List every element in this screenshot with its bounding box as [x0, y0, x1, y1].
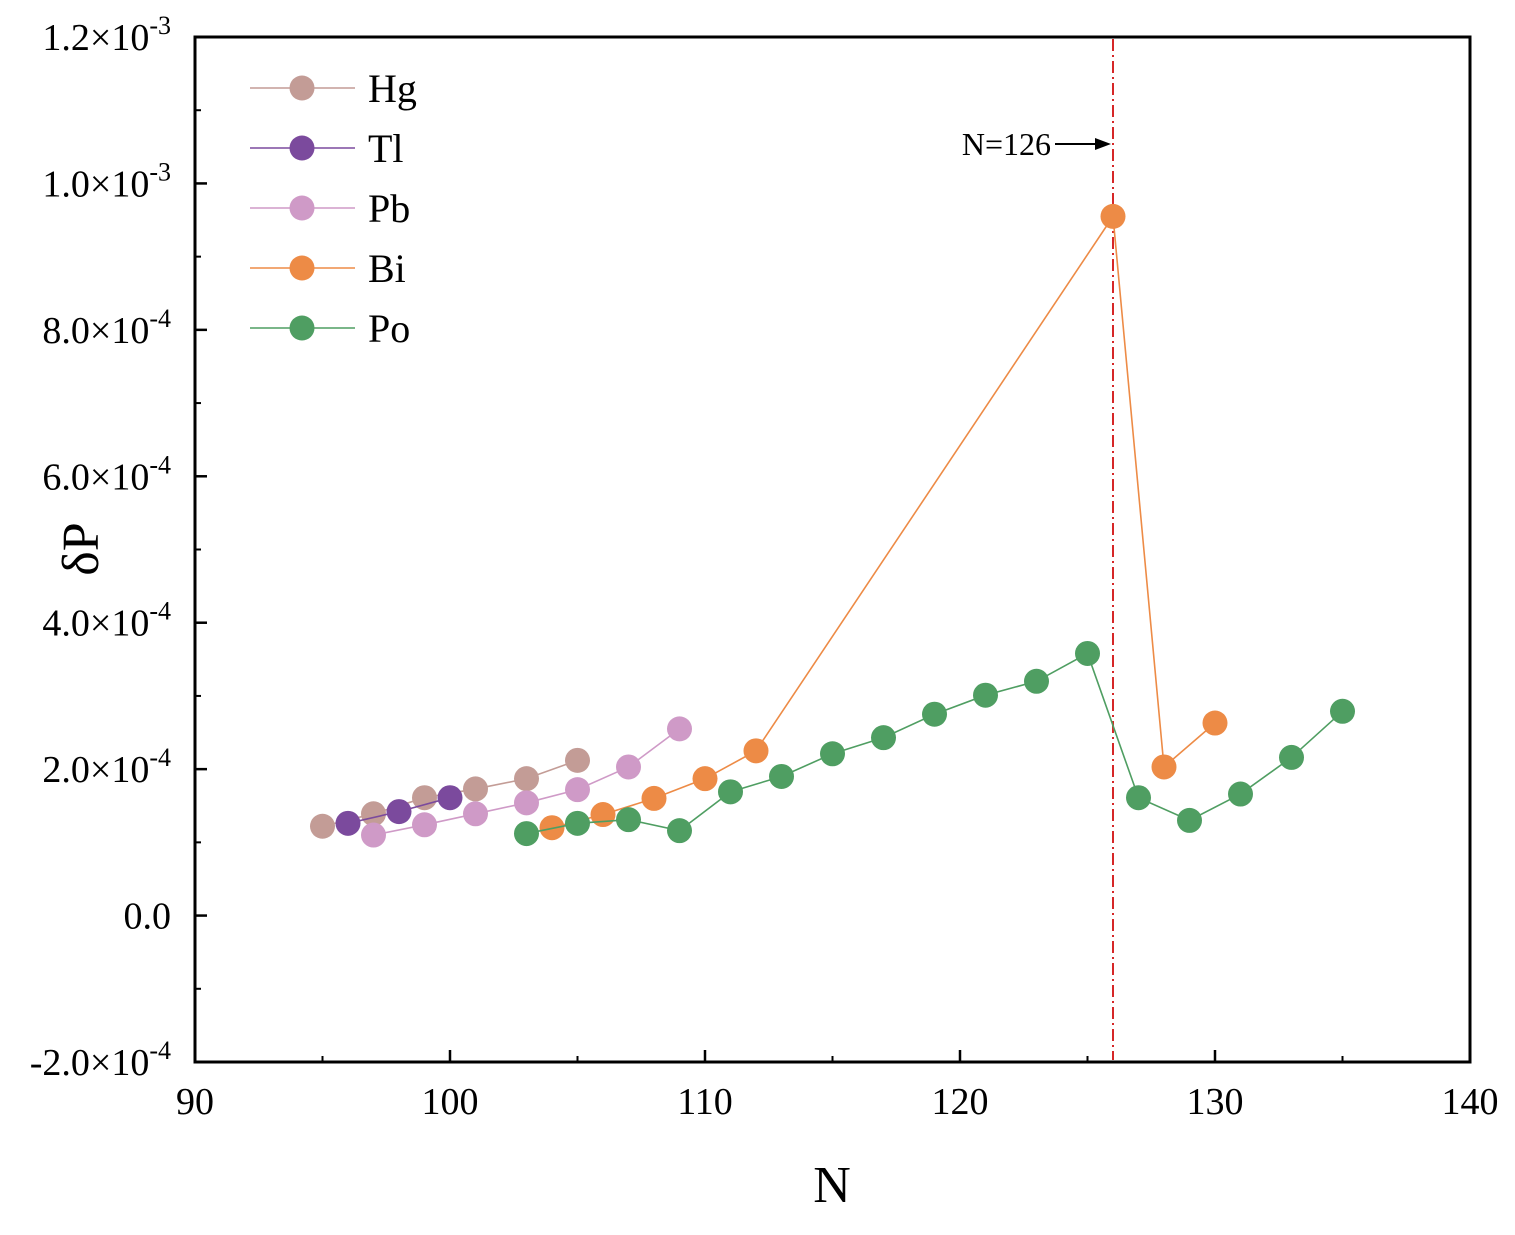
- data-point-po: [616, 807, 641, 833]
- data-point-po: [514, 821, 539, 847]
- data-point-hg: [310, 813, 335, 839]
- y-axis-title: δP: [53, 522, 110, 575]
- data-point-bi: [692, 766, 718, 792]
- y-tick-exponent: -4: [149, 304, 171, 333]
- data-point-po: [922, 701, 947, 727]
- data-point-hg: [565, 747, 590, 773]
- data-point-pb: [361, 822, 386, 848]
- legend-label-pb: Pb: [368, 186, 410, 231]
- y-tick-exponent: -3: [149, 157, 171, 186]
- y-tick-label: 1.0×10-3: [42, 157, 171, 205]
- y-tick-label: 6.0×10-4: [42, 450, 171, 498]
- y-tick-mantissa: 1.0×10: [42, 163, 149, 205]
- y-tick-label: 0.0: [124, 896, 172, 938]
- legend-label-po: Po: [368, 306, 410, 351]
- data-point-po: [1075, 640, 1100, 666]
- data-point-hg: [463, 776, 488, 802]
- series-pb: [361, 716, 692, 848]
- y-tick-mantissa: 8.0×10: [42, 310, 149, 352]
- data-point-hg: [361, 801, 386, 827]
- y-tick-label: -2.0×10-4: [30, 1036, 171, 1084]
- series-tl: [335, 785, 463, 836]
- x-tick-label: 110: [677, 1081, 733, 1123]
- x-tick-label: 140: [1442, 1081, 1499, 1123]
- legend-marker-hg: [289, 75, 315, 101]
- y-tick-exponent: -4: [149, 743, 171, 772]
- legend-marker-bi: [289, 255, 315, 281]
- data-point-po: [1228, 781, 1253, 807]
- legend-marker-pb: [289, 195, 315, 221]
- data-point-hg: [412, 785, 437, 811]
- data-point-po: [1126, 785, 1151, 811]
- data-point-bi: [1202, 710, 1228, 736]
- data-point-pb: [667, 716, 692, 742]
- series-hg: [310, 747, 590, 839]
- data-point-bi: [1100, 203, 1126, 229]
- data-point-pb: [412, 812, 437, 838]
- data-point-pb: [565, 777, 590, 803]
- data-point-po: [1330, 698, 1355, 724]
- data-point-pb: [616, 754, 641, 780]
- data-point-po: [769, 763, 794, 789]
- data-point-po: [1177, 807, 1202, 833]
- data-point-bi: [590, 802, 616, 828]
- x-axis-title: N: [813, 1157, 851, 1214]
- y-tick-exponent: -4: [149, 597, 171, 626]
- data-point-bi: [641, 785, 667, 811]
- data-point-pb: [514, 790, 539, 816]
- data-point-pb: [463, 801, 488, 827]
- data-point-po: [820, 741, 845, 767]
- y-tick-label: 4.0×10-4: [42, 597, 171, 645]
- y-tick-label: 2.0×10-4: [42, 743, 171, 791]
- y-tick-exponent: -4: [149, 1036, 171, 1065]
- x-tick-label: 100: [422, 1081, 479, 1123]
- data-point-tl: [386, 799, 412, 825]
- y-tick-mantissa: 2.0×10: [42, 749, 149, 791]
- legend-label-hg: Hg: [368, 66, 417, 111]
- y-tick-mantissa: -2.0×10: [30, 1042, 150, 1084]
- y-tick-mantissa: 4.0×10: [42, 603, 149, 645]
- data-point-tl: [335, 810, 361, 836]
- data-point-po: [1279, 744, 1304, 770]
- x-tick-label: 120: [932, 1081, 989, 1123]
- data-point-bi: [1151, 754, 1177, 780]
- annotation-label: N=126: [962, 126, 1051, 162]
- y-tick-label: 8.0×10-4: [42, 304, 171, 352]
- data-point-bi: [743, 738, 769, 764]
- legend-label-bi: Bi: [368, 246, 406, 291]
- data-point-po: [973, 682, 998, 708]
- x-tick-label: 130: [1187, 1081, 1244, 1123]
- data-point-po: [871, 725, 896, 751]
- y-tick-mantissa: 0.0: [124, 896, 172, 938]
- annotation-arrow-head: [1095, 138, 1111, 150]
- y-tick-mantissa: 6.0×10: [42, 456, 149, 498]
- legend-marker-tl: [289, 135, 315, 161]
- series-po: [514, 640, 1355, 847]
- legend-label-tl: Tl: [368, 126, 404, 171]
- y-tick-exponent: -3: [149, 11, 171, 40]
- data-point-po: [718, 779, 743, 805]
- data-point-tl: [437, 785, 463, 811]
- y-tick-label: 1.2×10-3: [42, 11, 171, 59]
- data-point-po: [667, 818, 692, 844]
- data-point-po: [565, 810, 590, 836]
- y-tick-exponent: -4: [149, 450, 171, 479]
- x-tick-label: 90: [176, 1081, 214, 1123]
- y-tick-mantissa: 1.2×10: [42, 17, 149, 59]
- data-point-po: [1024, 668, 1049, 694]
- data-point-hg: [514, 766, 539, 792]
- legend-marker-po: [289, 315, 315, 341]
